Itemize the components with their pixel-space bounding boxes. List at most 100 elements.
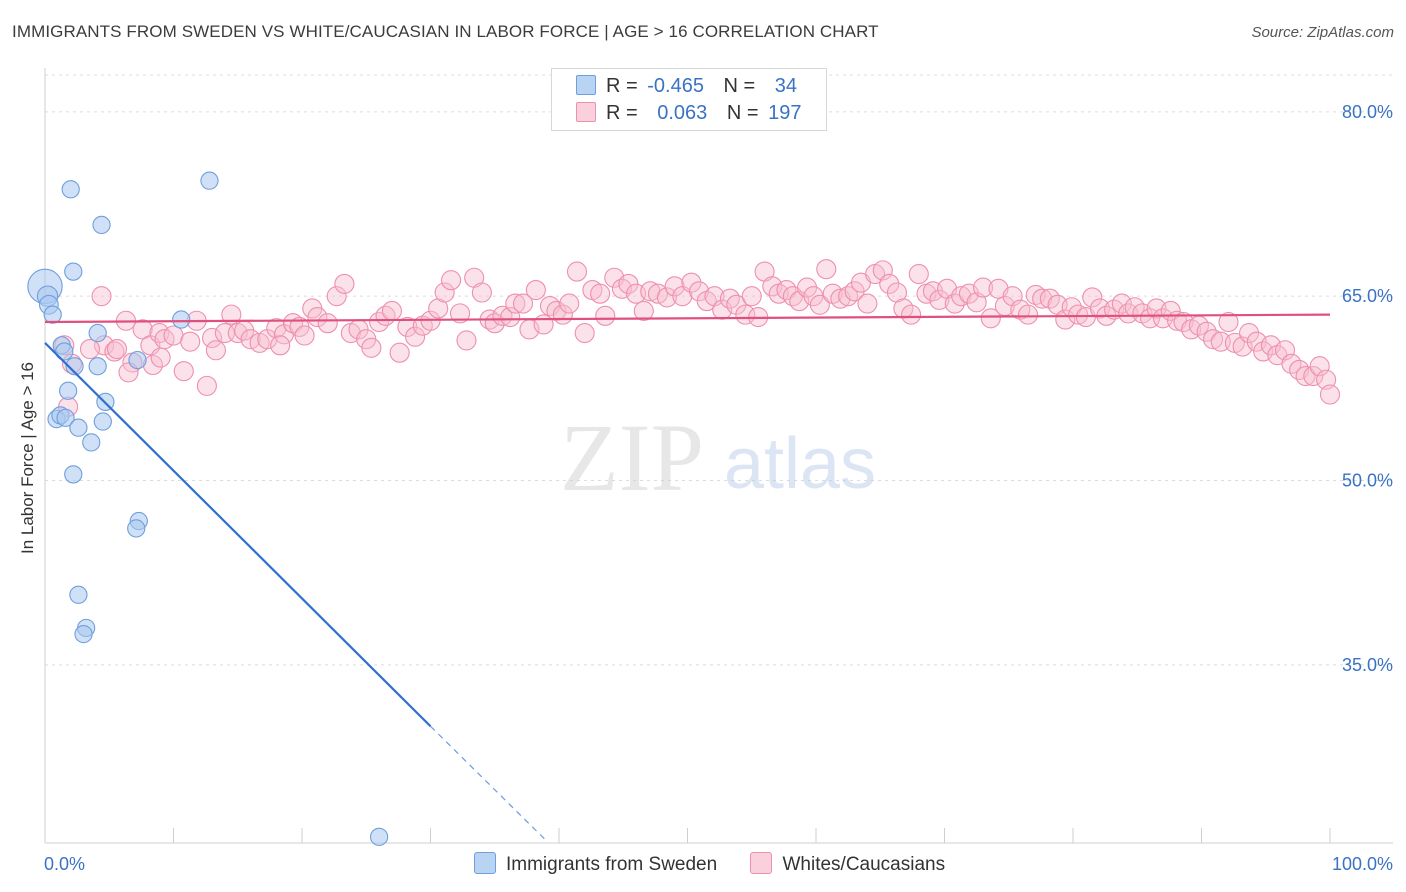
legend-n-value-sweden: 34: [774, 75, 798, 97]
whites-point: [1055, 309, 1076, 330]
sweden-points: [27, 171, 389, 846]
whites-point: [1309, 356, 1330, 377]
whites-point: [307, 307, 328, 328]
whites-point: [294, 325, 315, 346]
whites-point: [1173, 311, 1194, 333]
whites-point: [574, 322, 595, 344]
legend-r-label: R =: [606, 75, 638, 97]
whites-point: [566, 261, 588, 282]
whites-point: [270, 335, 291, 356]
sweden-point: [127, 519, 146, 538]
sweden-point: [200, 171, 219, 190]
whites-point: [1303, 366, 1324, 387]
watermark: ZIP atlas: [560, 404, 876, 511]
y-tick-label: 80.0%: [1342, 102, 1393, 122]
whites-point: [681, 272, 702, 293]
whites-trend-line: [44, 313, 1331, 324]
whites-point: [471, 282, 492, 303]
whites-point: [150, 347, 171, 368]
sweden-point: [88, 323, 107, 343]
whites-point: [180, 331, 201, 352]
whites-point: [1203, 329, 1224, 350]
whites-point: [1032, 288, 1053, 309]
sweden-point: [74, 624, 93, 644]
y-tick-label: 65.0%: [1342, 286, 1393, 306]
whites-point: [901, 304, 922, 325]
whites-point: [809, 294, 830, 315]
whites-point: [282, 313, 304, 334]
sweden-point: [64, 262, 83, 281]
whites-point: [79, 338, 101, 360]
sweden-point: [82, 433, 101, 452]
y-tick-label: 35.0%: [1342, 655, 1393, 675]
correlation-legend: R = -0.465 N = 34 R = 0.063 N = 197: [551, 68, 827, 131]
whites-point: [1118, 303, 1139, 324]
legend-label-whites: Whites/Caucasians: [782, 854, 946, 875]
whites-point: [173, 361, 194, 382]
legend-item-whites[interactable]: Whites/Caucasians: [750, 852, 945, 876]
sweden-point: [88, 357, 107, 376]
whites-point: [1068, 304, 1089, 325]
legend-n-label: N =: [726, 102, 759, 124]
whites-point: [1295, 366, 1316, 387]
sweden-point: [55, 342, 74, 361]
whites-point: [405, 326, 426, 347]
series-legend: Immigrants from Sweden Whites/Caucasians: [474, 852, 973, 876]
x-tick-label-min: 0.0%: [44, 854, 85, 874]
whites-point: [1319, 384, 1341, 405]
legend-r-label: R =: [606, 102, 638, 124]
watermark-zip: ZIP: [560, 404, 704, 511]
chart-title: IMMIGRANTS FROM SWEDEN VS WHITE/CAUCASIA…: [12, 22, 879, 41]
legend-label-sweden: Immigrants from Sweden: [506, 854, 718, 875]
whites-point: [980, 308, 1001, 329]
whites-point: [929, 289, 950, 310]
trend-lines: [44, 313, 1331, 841]
x-tick-label-max: 100.0%: [1332, 854, 1393, 874]
whites-point: [966, 292, 987, 313]
whites-point: [908, 264, 929, 285]
whites-point: [434, 282, 455, 303]
whites-point: [559, 293, 580, 314]
whites-point: [361, 337, 382, 358]
whites-point: [456, 330, 477, 351]
gridlines: [45, 74, 1393, 666]
whites-point: [389, 342, 410, 363]
whites-point: [163, 325, 184, 346]
legend-r-value-sweden: -0.465: [647, 75, 704, 97]
whites-point: [450, 303, 471, 324]
sweden-point: [65, 357, 84, 376]
legend-n-label: N =: [723, 75, 756, 97]
whites-point: [972, 277, 994, 298]
sweden-point: [43, 305, 62, 324]
whites-point: [590, 283, 611, 304]
watermark-atlas: atlas: [724, 424, 876, 504]
whites-point: [872, 260, 893, 281]
sweden-point: [92, 215, 111, 235]
y-tick-label: 50.0%: [1342, 471, 1393, 491]
whites-point: [1218, 311, 1239, 333]
tick-labels: 35.0% 50.0% 65.0% 80.0% 0.0% 100.0%: [44, 102, 1393, 874]
legend-item-sweden[interactable]: Immigrants from Sweden: [474, 852, 717, 876]
whites-point: [816, 259, 837, 280]
whites-point: [1082, 287, 1103, 308]
whites-point: [857, 293, 878, 314]
whites-point: [951, 286, 972, 307]
whites-point: [595, 305, 616, 326]
whites-point: [1274, 340, 1296, 361]
whites-point: [735, 304, 756, 325]
source-note: Source: ZipAtlas.com: [1251, 24, 1394, 41]
whites-point: [196, 375, 217, 396]
legend-swatch-whites: [576, 102, 596, 122]
whites-point: [441, 270, 462, 291]
legend-row-sweden: R = -0.465 N = 34: [576, 75, 797, 98]
legend-swatch-whites: [750, 852, 773, 874]
whites-point: [741, 286, 762, 307]
whites-point: [633, 300, 654, 321]
whites-point: [202, 327, 223, 349]
whites-point: [500, 307, 521, 328]
whites-point: [1017, 304, 1039, 325]
whites-point: [104, 341, 125, 362]
whites-point: [369, 311, 390, 333]
whites-point: [525, 279, 546, 301]
